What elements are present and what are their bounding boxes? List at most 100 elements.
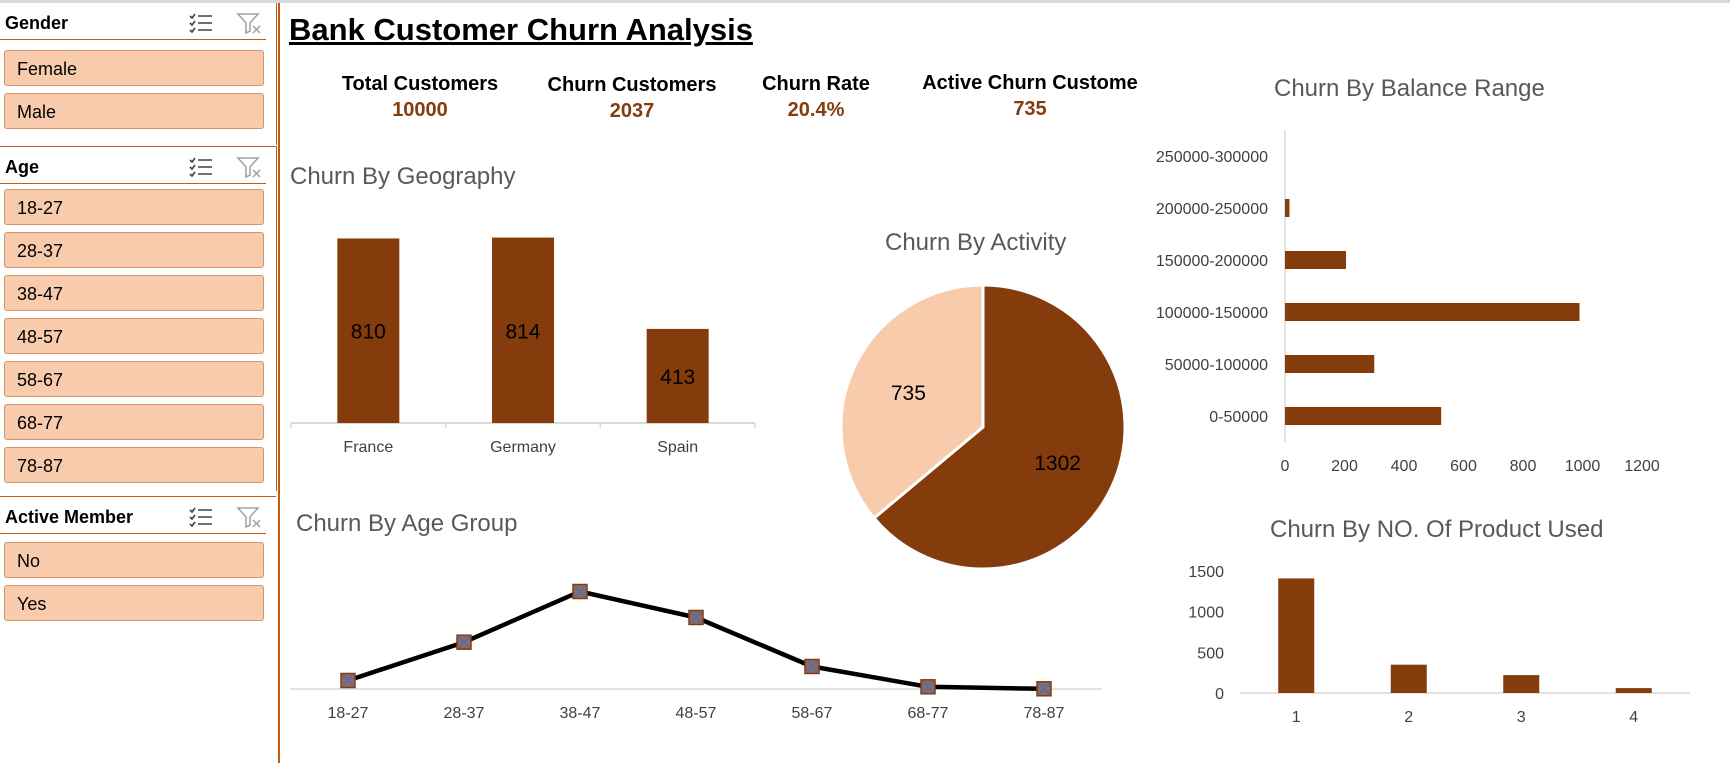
- slicer-item-label: 38-47: [17, 284, 64, 304]
- slicer-item-label: Male: [17, 102, 57, 122]
- tick-label: 38-47: [560, 705, 601, 722]
- bar: [1285, 407, 1442, 425]
- tick-label: 3: [1517, 709, 1526, 726]
- kpi-churn-rate: Churn Rate 20.4%: [746, 73, 886, 122]
- slicer-item-38-47[interactable]: 38-47: [4, 275, 264, 311]
- kpi-label: Active Churn Custome: [922, 72, 1138, 94]
- slicer-item-label: 48-57: [17, 327, 64, 347]
- data-point: [456, 634, 472, 650]
- kpi-value: 10000: [392, 99, 448, 121]
- slicer-item-male[interactable]: Male: [4, 93, 264, 129]
- data-point-marker: [573, 584, 587, 599]
- slicer-gender: Gender Female Male: [0, 3, 277, 145]
- slicer-title: Gender: [5, 13, 69, 33]
- slicer-item-48-57[interactable]: 48-57: [4, 318, 264, 354]
- tick-label: 150000-200000: [1156, 253, 1268, 270]
- tick-label: Germany: [490, 439, 556, 456]
- slicer-header: Active Member: [0, 497, 266, 534]
- tick-label: 28-37: [444, 705, 485, 722]
- clear-filter-icon[interactable]: [236, 505, 262, 529]
- data-point: [920, 679, 936, 695]
- divider: [278, 3, 280, 763]
- data-label: 814: [505, 320, 540, 343]
- tick-label: 1: [1292, 709, 1301, 726]
- slicer-item-yes[interactable]: Yes: [4, 585, 264, 621]
- tick-label: 1000: [1565, 458, 1601, 475]
- kpi-value: 20.4%: [787, 99, 845, 121]
- slicer-item-68-77[interactable]: 68-77: [4, 404, 264, 440]
- tick-label: 0: [1215, 686, 1224, 703]
- bar: [1285, 199, 1290, 217]
- bar: [646, 328, 709, 423]
- kpi-label: Total Customers: [341, 73, 499, 95]
- data-point-marker: [457, 635, 471, 649]
- slicer-item-label: No: [17, 551, 41, 571]
- kpi-total-customers: Total Customers 10000: [330, 73, 510, 122]
- bar: [1503, 675, 1540, 693]
- chart-title-geography: Churn By Geography: [290, 163, 516, 190]
- tick-label: 4: [1629, 709, 1638, 726]
- bar: [337, 238, 400, 423]
- slicer-item-no[interactable]: No: [4, 542, 264, 578]
- slicer-item-female[interactable]: Female: [4, 50, 264, 86]
- slicer-active-member: Active Member No Yes: [0, 496, 276, 633]
- pie-slice: [871, 283, 1127, 571]
- multi-select-icon[interactable]: [188, 505, 214, 529]
- kpi-label: Churn Rate: [762, 73, 870, 95]
- chart-balance: 0-50000 50000-100000 100000-150000 150000-2…: [1156, 130, 1660, 475]
- chart-title-activity: Churn By Activity: [885, 229, 1067, 256]
- multi-select-icon[interactable]: [188, 155, 214, 179]
- tick-label: 250000-300000: [1156, 149, 1268, 166]
- clear-filter-icon[interactable]: [236, 155, 262, 179]
- data-point: [688, 609, 704, 626]
- tick-label: 2: [1404, 709, 1413, 726]
- bar: [1285, 303, 1580, 321]
- tick-label: 800: [1510, 458, 1537, 475]
- slicer-header: Gender: [0, 3, 266, 40]
- pie-slice: [839, 283, 985, 521]
- tick-label: 600: [1450, 458, 1477, 475]
- tick-label: France: [343, 439, 393, 456]
- top-border: [0, 0, 1730, 3]
- bar: [1285, 355, 1375, 373]
- slicer-item-label: 58-67: [17, 370, 64, 390]
- tick-label: 1500: [1188, 564, 1224, 581]
- slicer-item-label: 68-77: [17, 413, 64, 433]
- bar: [1278, 578, 1315, 693]
- data-label: 413: [660, 366, 695, 389]
- slicer-item-label: 78-87: [17, 456, 64, 476]
- data-point-marker: [921, 680, 935, 694]
- tick-label: 400: [1391, 458, 1418, 475]
- slicer-item-label: 18-27: [17, 198, 64, 218]
- multi-select-icon[interactable]: [188, 11, 214, 35]
- tick-label: 1200: [1624, 458, 1660, 475]
- data-point-marker: [341, 673, 355, 688]
- slicer-header: Age: [0, 147, 266, 184]
- kpi-churn-customers: Churn Customers 2037: [537, 74, 727, 123]
- tick-label: 0-50000: [1209, 409, 1268, 426]
- slicer-item-18-27[interactable]: 18-27: [4, 189, 264, 225]
- tick-label: 18-27: [328, 705, 369, 722]
- tick-label: 1000: [1188, 605, 1224, 622]
- tick-label: 78-87: [1024, 705, 1065, 722]
- chart-activity: 1302 735: [839, 283, 1127, 571]
- tick-label: 0: [1281, 458, 1290, 475]
- slicer-item-28-37[interactable]: 28-37: [4, 232, 264, 268]
- chart-geography: 810 France 814 Germany 413 Spain: [290, 237, 756, 456]
- data-point: [1036, 681, 1052, 697]
- data-label: 810: [351, 321, 386, 344]
- slicer-item-78-87[interactable]: 78-87: [4, 447, 264, 483]
- tick-label: 200: [1331, 458, 1358, 475]
- bar: [492, 237, 554, 423]
- chart-title-products: Churn By NO. Of Product Used: [1270, 516, 1604, 543]
- slicer-item-58-67[interactable]: 58-67: [4, 361, 264, 397]
- bar: [1285, 251, 1346, 269]
- bar: [1615, 688, 1652, 693]
- slicer-title: Active Member: [5, 507, 134, 527]
- data-label: 735: [891, 382, 926, 405]
- kpi-label: Churn Customers: [547, 74, 717, 96]
- chart-products: 0 500 1000 1500 1 2 3 4: [1188, 564, 1690, 726]
- data-point: [340, 672, 356, 689]
- tick-label: 200000-250000: [1156, 201, 1268, 218]
- clear-filter-icon[interactable]: [236, 11, 262, 35]
